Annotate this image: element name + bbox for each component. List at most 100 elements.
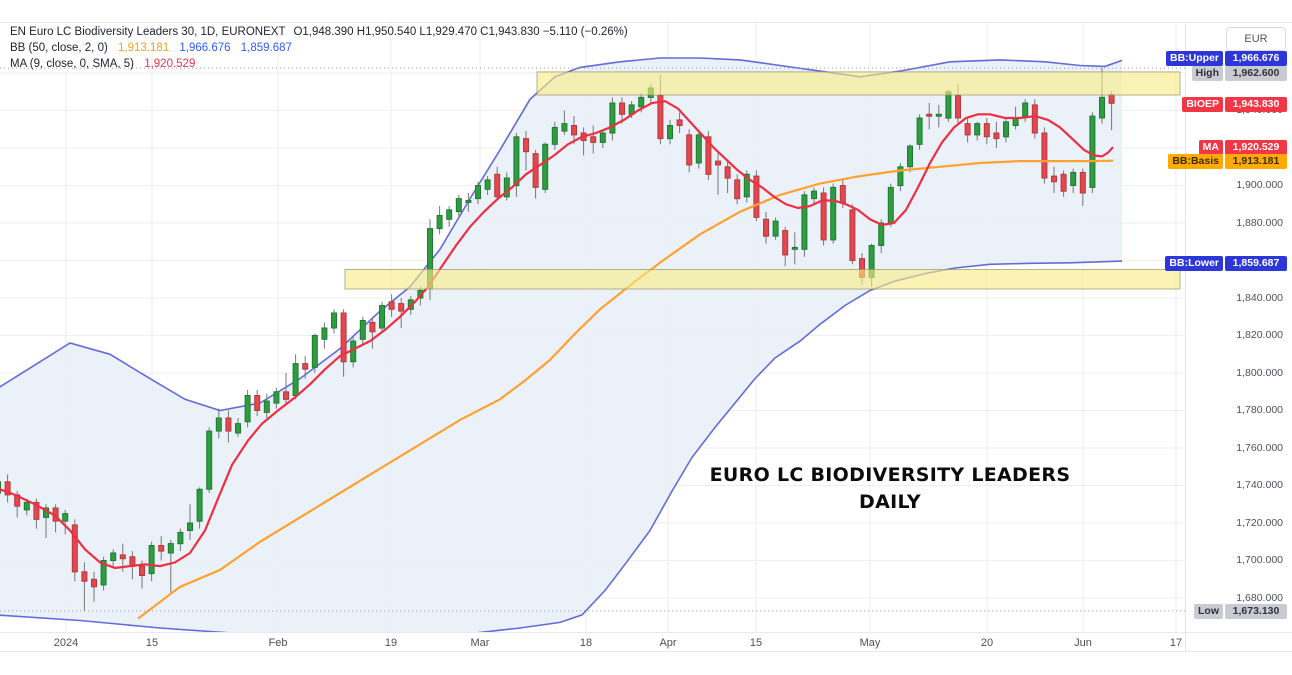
candle-body	[619, 102, 625, 115]
candle-body	[484, 179, 491, 190]
highlight-zone[interactable]	[344, 269, 1181, 290]
candle-body	[91, 578, 97, 588]
badge-value: 1,673.130	[1225, 603, 1287, 619]
time-tick-label: Apr	[659, 637, 677, 649]
candle-body	[935, 113, 942, 117]
candle-body	[523, 138, 529, 153]
candle-body	[369, 321, 376, 333]
candle-body	[811, 190, 817, 200]
legend-bb-row[interactable]: BB (50, close, 2, 0) 1,913.181 1,966.676…	[10, 40, 628, 56]
candle-body	[743, 173, 750, 198]
candle-body	[887, 186, 894, 224]
candle-body	[465, 200, 472, 203]
time-tick-label: 19	[384, 637, 398, 649]
price-badge-bioep: BIOEP 1,943.830	[1182, 96, 1287, 112]
candle-body	[494, 173, 501, 198]
legend-ma-row[interactable]: MA (9, close, 0, SMA, 5) 1,920.529	[10, 56, 628, 72]
candle-body	[1022, 102, 1029, 117]
candle-body	[62, 513, 69, 522]
candle-body	[311, 335, 318, 368]
candle-body	[244, 395, 251, 423]
price-tick-label: 1,820.000	[1236, 329, 1283, 341]
candle-body	[119, 554, 126, 560]
bb-basis-line	[137, 159, 1114, 620]
candle-body	[551, 126, 558, 145]
price-badge-low: Low 1,673.130	[1194, 603, 1287, 619]
price-badge-bb-upper: BB:Upper 1,966.676	[1166, 50, 1287, 66]
candle-body	[993, 132, 1000, 140]
candle-body	[1051, 175, 1057, 183]
candle-body	[167, 543, 174, 554]
price-badge-high: High 1,962.600	[1191, 65, 1287, 81]
candle-body	[983, 123, 990, 138]
price-badge-bb-lower: BB:Lower 1,859.687	[1165, 255, 1287, 271]
candle-body	[302, 363, 309, 370]
price-tick-label: 1,800.000	[1236, 366, 1283, 379]
candle-body	[782, 230, 789, 256]
price-tick-label: 1,880.000	[1236, 216, 1283, 229]
candle-body	[686, 134, 693, 166]
candle-body	[475, 185, 481, 200]
candle-body	[907, 145, 913, 168]
ma9-line	[0, 99, 1114, 570]
candle-body	[791, 246, 798, 250]
candle-body	[263, 400, 270, 413]
candle-body	[436, 215, 443, 230]
time-tick-label: 2024	[53, 637, 79, 649]
candle-body	[1108, 94, 1115, 104]
candle-body	[503, 177, 510, 198]
candle-body	[820, 192, 827, 241]
candle-body	[283, 391, 289, 400]
candle-body	[139, 565, 145, 576]
badge-value: 1,913.181	[1225, 154, 1287, 169]
time-tick-label: 17	[1169, 637, 1183, 649]
watermark-subtitle: DAILY	[859, 491, 921, 513]
badge-tag: MA	[1198, 139, 1223, 155]
legend: EN Euro LC Biodiversity Leaders 30, 1D, …	[10, 24, 628, 72]
candle-body	[715, 160, 721, 166]
price-tick-label: 1,740.000	[1236, 479, 1283, 491]
time-tick-label: 20	[980, 637, 994, 649]
candle-body	[148, 545, 155, 575]
price-tick-label: 1,680.000	[1236, 591, 1283, 604]
ma-indicator-label[interactable]: MA (9, close, 0, SMA, 5)	[10, 58, 134, 70]
candle-body	[753, 175, 760, 218]
candle-body	[455, 198, 462, 213]
bb-indicator-label[interactable]: BB (50, close, 2, 0)	[10, 42, 108, 54]
time-tick-label: Mar	[470, 637, 490, 649]
candle-body	[676, 119, 683, 127]
candle-body	[734, 179, 741, 200]
candle-body	[100, 560, 107, 586]
candle-body	[974, 123, 981, 136]
candle-body	[388, 301, 395, 310]
candle-body	[446, 209, 453, 220]
candle-body	[23, 501, 30, 511]
legend-symbol-row[interactable]: EN Euro LC Biodiversity Leaders 30, 1D, …	[10, 24, 628, 40]
candle-body	[609, 102, 616, 134]
bb-lower-line	[0, 260, 1123, 632]
candle-body	[4, 481, 11, 496]
price-tick-label: 1,760.000	[1236, 441, 1283, 454]
candle-body	[897, 166, 904, 187]
candle-body	[359, 320, 366, 340]
candle-body	[724, 166, 731, 179]
candle-body	[177, 531, 184, 545]
badge-value: 1,966.676	[1225, 50, 1287, 66]
plot-area[interactable]	[0, 22, 1185, 637]
top-border	[0, 22, 1292, 23]
badge-tag: BB:Basis	[1168, 154, 1223, 169]
highlight-zone[interactable]	[536, 71, 1181, 96]
badge-tag: Low	[1194, 603, 1223, 619]
candle-body	[830, 186, 837, 241]
symbol-title[interactable]: EN Euro LC Biodiversity Leaders 30, 1D, …	[10, 26, 286, 38]
candle-body	[542, 143, 549, 190]
currency-toggle-button[interactable]: EUR	[1226, 27, 1286, 51]
time-tick-label: 18	[579, 637, 593, 649]
candle-body	[705, 136, 712, 175]
price-tick-label: 1,840.000	[1236, 291, 1283, 304]
price-tick-label: 1,900.000	[1236, 179, 1283, 191]
candle-body	[839, 185, 846, 203]
candle-body	[532, 153, 539, 188]
candle-body	[590, 136, 597, 143]
